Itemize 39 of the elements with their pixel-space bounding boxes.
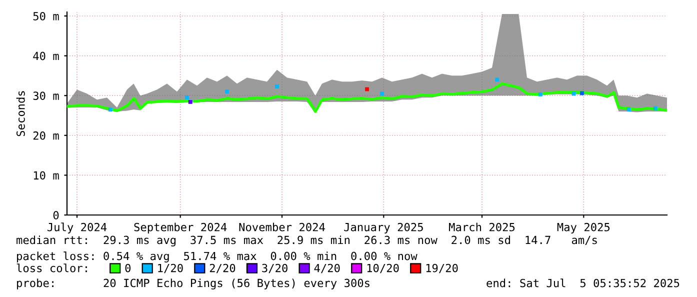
x-tick-label: September 2024 — [134, 222, 227, 234]
text: packet loss: 0.54 % avg 51.74 % max 0.00 % min 0.00 % now — [17, 252, 418, 262]
point — [188, 100, 192, 104]
point — [572, 92, 576, 96]
point — [538, 92, 542, 96]
legend-label: 19/20 — [426, 264, 458, 274]
legend-label: 4/20 — [314, 264, 340, 274]
y-tick-label: 40 m — [33, 52, 59, 60]
legend-label: 1/20 — [158, 264, 183, 274]
y-tick-label: 50 m — [33, 12, 59, 20]
x-tick-label: May 2025 — [557, 222, 610, 234]
legend-label: 2/20 — [210, 264, 236, 274]
legend-label: 3/20 — [262, 264, 288, 274]
text: median rtt: 29.3 ms avg 37.5 ms max 25.9 ms min 26.3 ms now 2.0 ms sd 14.7 am/s — [16, 236, 597, 246]
point — [365, 87, 369, 92]
x-tick-label: July 2024 — [47, 222, 107, 234]
y-tick-label: 20 m — [33, 131, 59, 140]
text: probe: 20 ICMP Echo Pings (56 Bytes) every 300s — [17, 278, 370, 290]
y-tick-label: 30 m — [33, 92, 59, 100]
text: end: Sat Jul 5 05:35:52 2025 — [486, 278, 680, 288]
y-tick-label: 10 m — [34, 171, 59, 180]
legend-label: 0 — [125, 264, 131, 272]
point — [653, 106, 658, 110]
point — [185, 96, 189, 100]
point — [495, 78, 499, 82]
point — [225, 90, 229, 94]
y-axis-title: Seconds — [16, 91, 25, 136]
legend-label: 10/20 — [367, 264, 399, 274]
y-tick-label: 0 — [53, 211, 59, 220]
line-series — [67, 82, 667, 113]
point — [380, 92, 384, 96]
legend-title: loss color: — [16, 264, 87, 272]
point — [580, 91, 584, 96]
point — [108, 108, 112, 112]
point — [275, 84, 279, 88]
x-tick-label: November 2024 — [239, 222, 325, 232]
x-tick-label: January 2025 — [344, 222, 423, 234]
point — [626, 108, 631, 112]
x-tick-label: March 2025 — [449, 222, 515, 232]
